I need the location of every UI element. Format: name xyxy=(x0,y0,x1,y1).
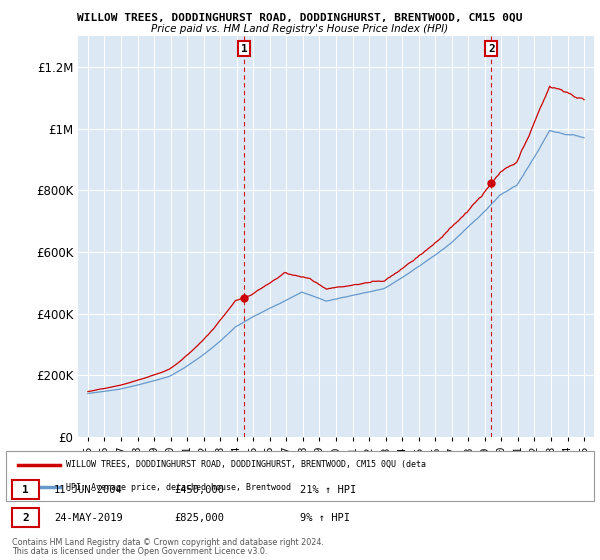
Text: 2: 2 xyxy=(22,513,29,523)
Text: WILLOW TREES, DODDINGHURST ROAD, DODDINGHURST, BRENTWOOD, CM15 0QU: WILLOW TREES, DODDINGHURST ROAD, DODDING… xyxy=(77,13,523,23)
Text: £450,000: £450,000 xyxy=(174,485,224,495)
Text: £825,000: £825,000 xyxy=(174,513,224,523)
Text: 21% ↑ HPI: 21% ↑ HPI xyxy=(300,485,356,495)
Text: 1: 1 xyxy=(22,485,29,495)
Text: WILLOW TREES, DODDINGHURST ROAD, DODDINGHURST, BRENTWOOD, CM15 0QU (deta: WILLOW TREES, DODDINGHURST ROAD, DODDING… xyxy=(66,460,426,469)
Text: This data is licensed under the Open Government Licence v3.0.: This data is licensed under the Open Gov… xyxy=(12,547,268,556)
Text: Price paid vs. HM Land Registry's House Price Index (HPI): Price paid vs. HM Land Registry's House … xyxy=(151,24,449,34)
Text: 24-MAY-2019: 24-MAY-2019 xyxy=(54,513,123,523)
Text: 2: 2 xyxy=(488,44,494,54)
Text: 11-JUN-2004: 11-JUN-2004 xyxy=(54,485,123,495)
Text: 1: 1 xyxy=(241,44,247,54)
Text: HPI: Average price, detached house, Brentwood: HPI: Average price, detached house, Bren… xyxy=(66,483,291,492)
Text: 9% ↑ HPI: 9% ↑ HPI xyxy=(300,513,350,523)
Text: Contains HM Land Registry data © Crown copyright and database right 2024.: Contains HM Land Registry data © Crown c… xyxy=(12,538,324,547)
